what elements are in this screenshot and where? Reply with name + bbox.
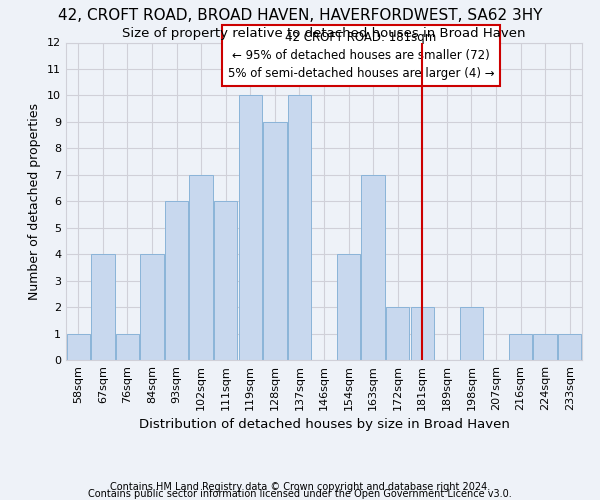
Bar <box>361 175 385 360</box>
Y-axis label: Number of detached properties: Number of detached properties <box>28 103 41 300</box>
Text: Contains HM Land Registry data © Crown copyright and database right 2024.: Contains HM Land Registry data © Crown c… <box>110 482 490 492</box>
Bar <box>263 122 287 360</box>
Bar <box>288 96 311 360</box>
Bar <box>214 201 238 360</box>
Bar <box>460 307 483 360</box>
Bar <box>410 307 434 360</box>
Text: Contains public sector information licensed under the Open Government Licence v3: Contains public sector information licen… <box>88 489 512 499</box>
Text: 42 CROFT ROAD: 181sqm
← 95% of detached houses are smaller (72)
5% of semi-detac: 42 CROFT ROAD: 181sqm ← 95% of detached … <box>227 31 494 80</box>
Bar <box>165 201 188 360</box>
Bar <box>190 175 213 360</box>
Bar <box>533 334 557 360</box>
Bar <box>509 334 532 360</box>
Bar <box>386 307 409 360</box>
Bar <box>116 334 139 360</box>
Bar <box>239 96 262 360</box>
X-axis label: Distribution of detached houses by size in Broad Haven: Distribution of detached houses by size … <box>139 418 509 432</box>
Bar <box>558 334 581 360</box>
Bar <box>140 254 164 360</box>
Title: Size of property relative to detached houses in Broad Haven: Size of property relative to detached ho… <box>122 27 526 40</box>
Bar <box>91 254 115 360</box>
Text: 42, CROFT ROAD, BROAD HAVEN, HAVERFORDWEST, SA62 3HY: 42, CROFT ROAD, BROAD HAVEN, HAVERFORDWE… <box>58 8 542 22</box>
Bar <box>67 334 90 360</box>
Bar <box>337 254 360 360</box>
